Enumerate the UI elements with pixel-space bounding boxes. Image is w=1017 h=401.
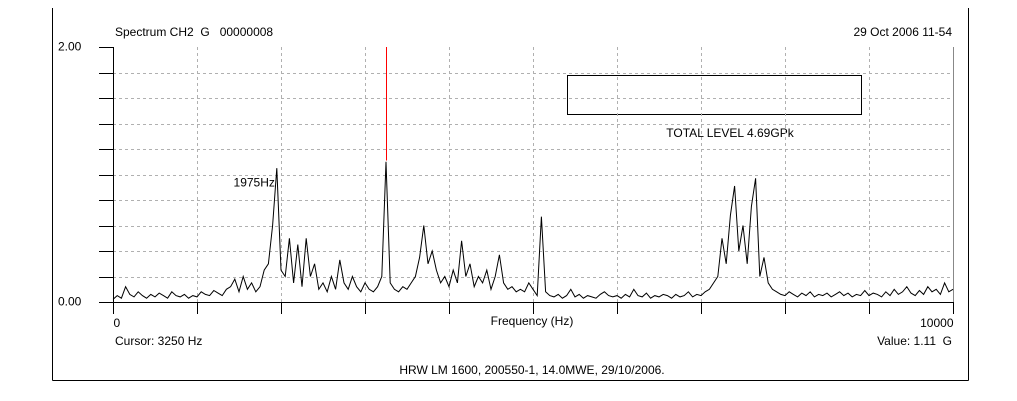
date: 29 Oct 2006 11-54	[853, 25, 952, 39]
value-label: Value: 1.11 G	[877, 334, 952, 348]
x-tick-label: 0	[114, 316, 121, 330]
y-tick-label: 2.00	[58, 40, 82, 54]
peak-annotation: 1975Hz	[234, 175, 275, 189]
x-axis-label: Frequency (Hz)	[491, 314, 574, 328]
level-box	[567, 75, 862, 115]
chart-title: Spectrum CH2 G 00000008	[115, 25, 273, 39]
spectrum-line	[112, 161, 954, 300]
footer: HRW LM 1600, 200550-1, 14.0MWE, 29/10/20…	[399, 363, 664, 377]
x-tick-label: 10000	[920, 316, 954, 330]
total-level: TOTAL LEVEL 4.69GPk	[666, 126, 794, 140]
cursor-label: Cursor: 3250 Hz	[115, 334, 202, 348]
y-tick-label: 0.00	[58, 295, 82, 309]
